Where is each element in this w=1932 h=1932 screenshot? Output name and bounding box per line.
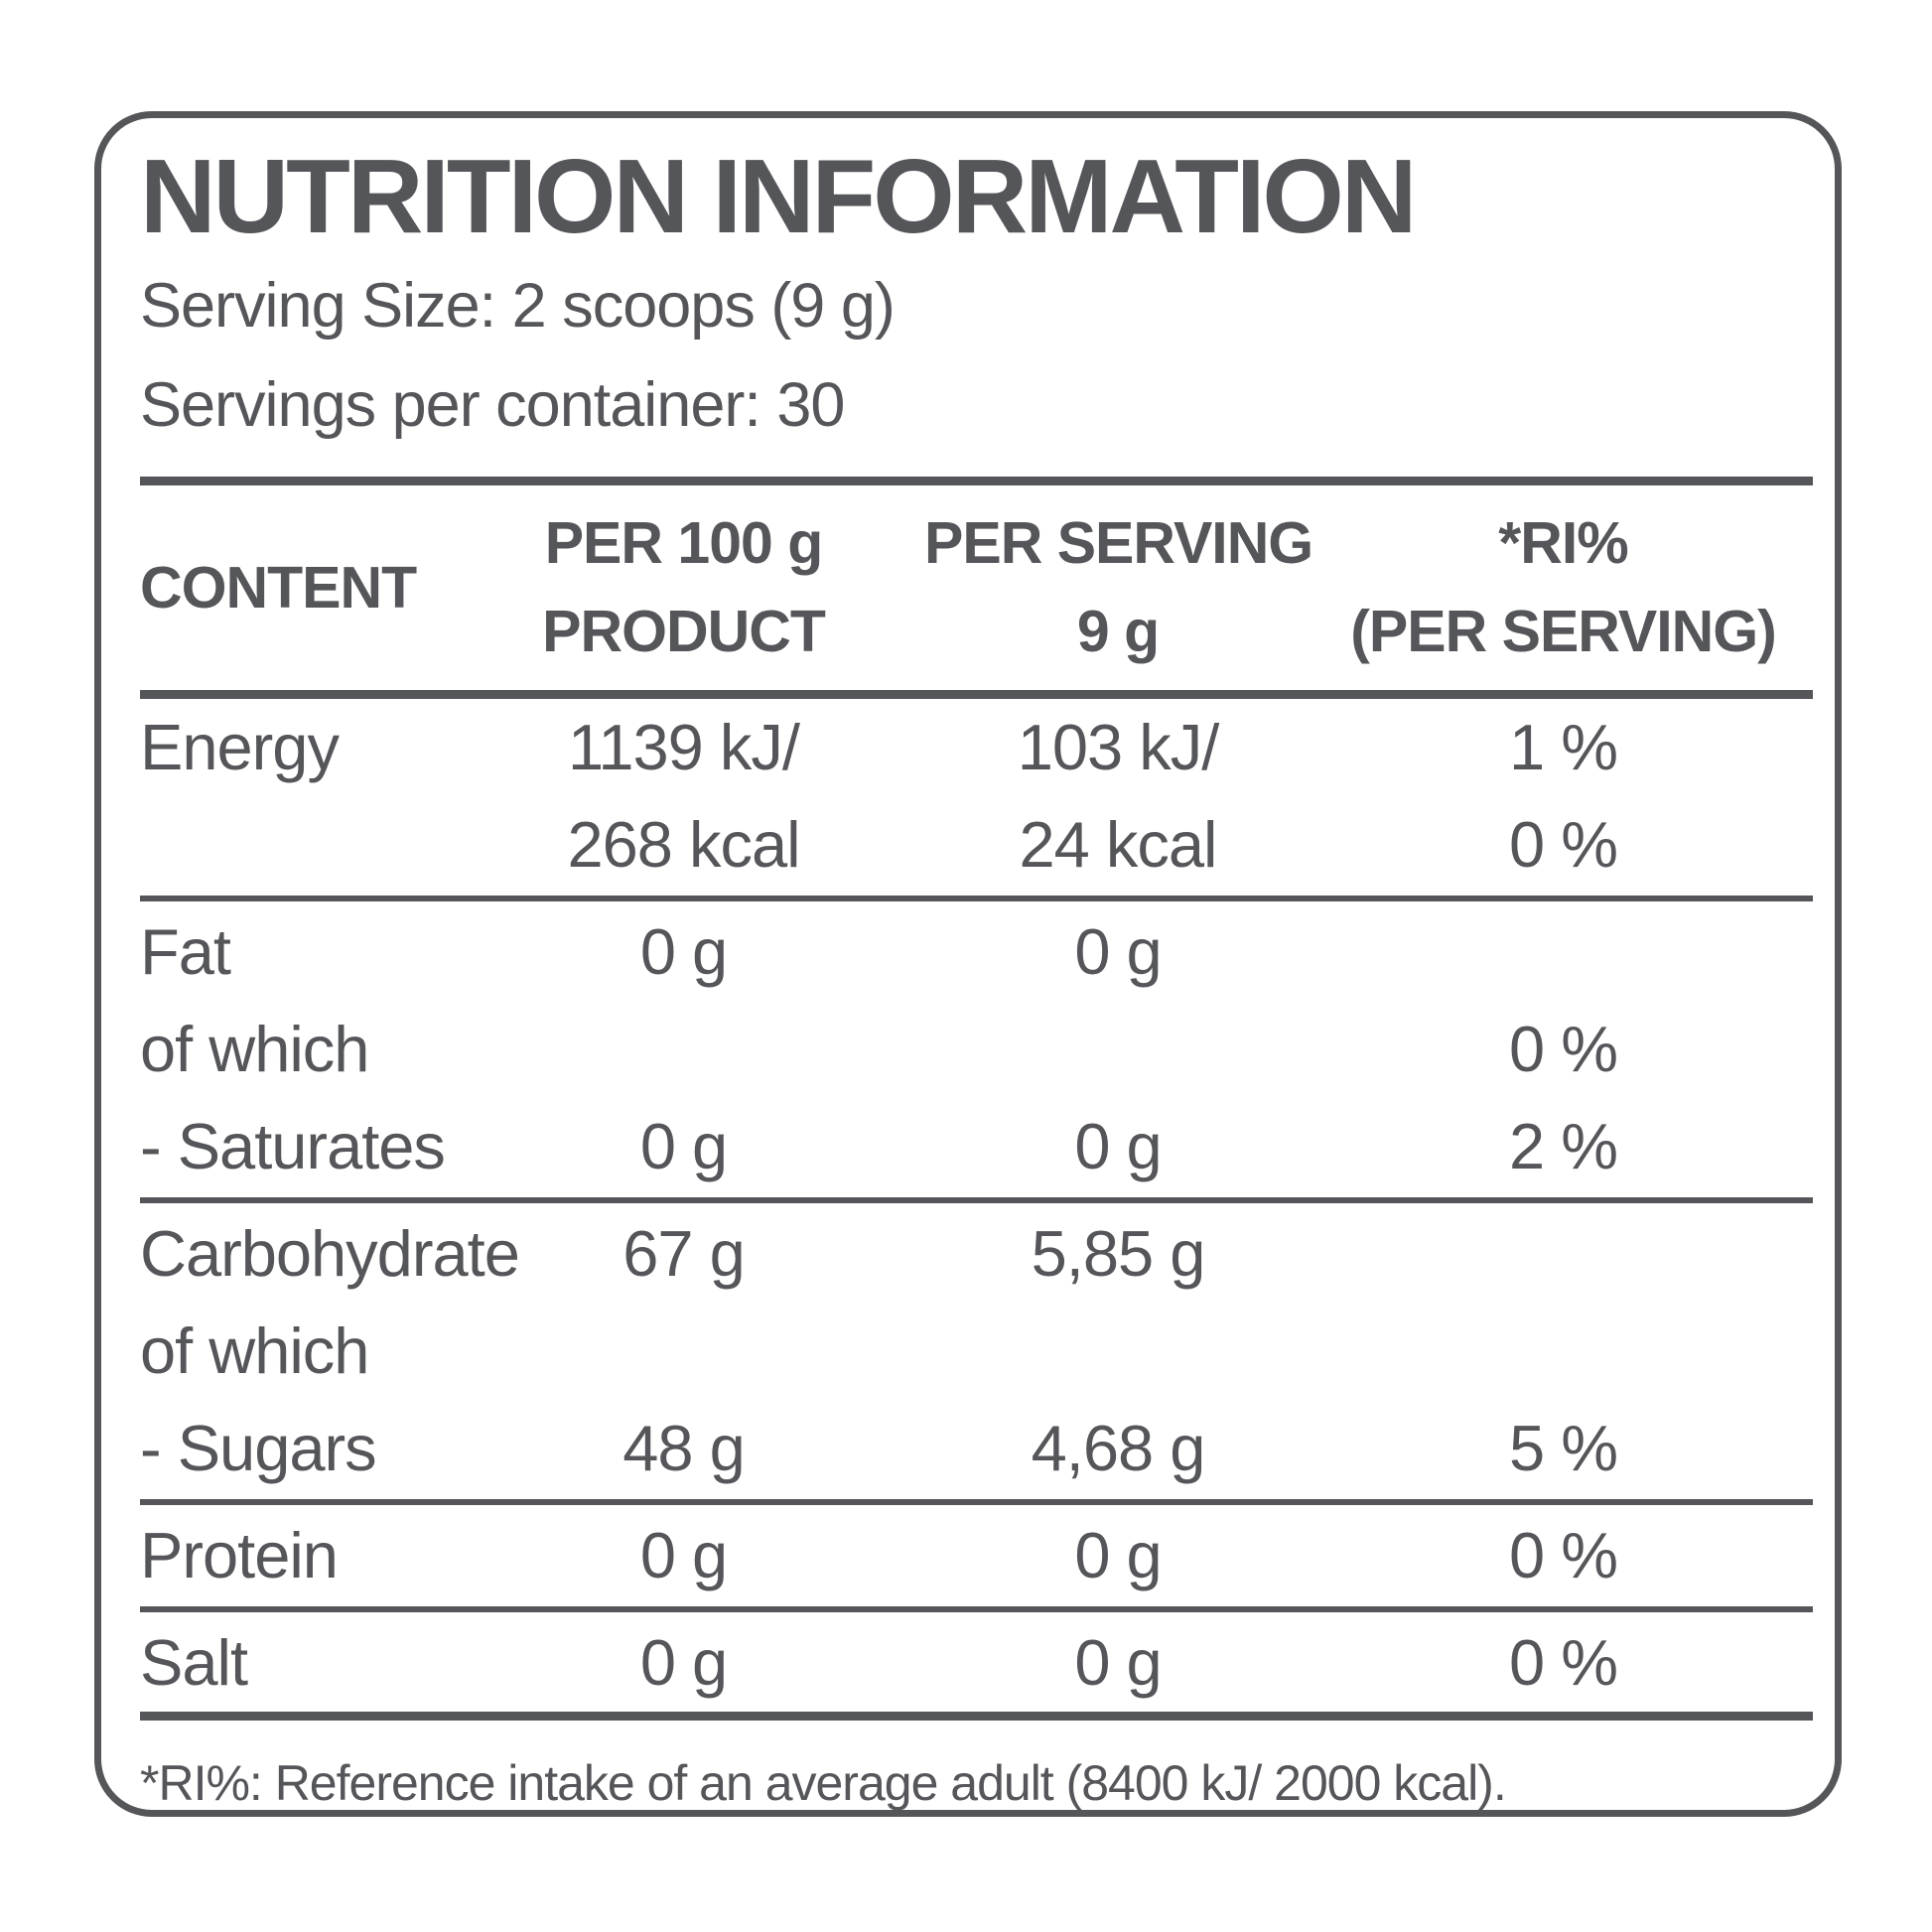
table-row-saturates: - Saturates 0 g 0 g 2 % <box>140 1110 1618 1183</box>
column-header-per-100g: PER 100 g PRODUCT <box>542 510 826 665</box>
divider-protein-salt <box>140 1606 1813 1613</box>
divider-saturates-carbohydrate <box>140 1197 1813 1204</box>
reference-intake-footnote: *RI%: Reference intake of an average adu… <box>140 1755 1507 1812</box>
divider-sugars-protein <box>140 1499 1813 1506</box>
column-header-content: CONTENT <box>140 555 417 621</box>
table-row-protein: Protein 0 g 0 g 0 % <box>140 1519 1618 1592</box>
table-row-fat: Fat 0 g 0 g <box>140 915 1163 989</box>
column-header-per-serving: PER SERVING 9 g <box>924 510 1313 665</box>
divider-bottom <box>140 1712 1813 1722</box>
servings-per-container-text: Servings per container: 30 <box>140 369 845 440</box>
divider-energy-fat <box>140 896 1813 902</box>
table-header-row: CONTENT PER 100 g PRODUCT PER SERVING 9 … <box>140 485 1813 690</box>
nutrition-label: NUTRITION INFORMATION Serving Size: 2 sc… <box>94 111 1842 1817</box>
table-row-energy: Energy 1139 kJ/ 103 kJ/ 1 % <box>140 711 1618 784</box>
table-row-carbohydrate-of-which: of which <box>140 1314 369 1388</box>
table-row-sugars: - Sugars 48 g 4,68 g 5 % <box>140 1412 1618 1485</box>
table-row-carbohydrate: Carbohydrate 67 g 5,85 g <box>140 1217 1205 1291</box>
divider-header <box>140 690 1813 700</box>
serving-size-text: Serving Size: 2 scoops (9 g) <box>140 271 896 342</box>
table-row-salt: Salt 0 g 0 g 0 % <box>140 1626 1618 1700</box>
page-title: NUTRITION INFORMATION <box>140 138 1417 255</box>
table-row-fat-of-which: of which 0 % <box>140 1013 1618 1086</box>
divider-top <box>140 477 1813 486</box>
column-header-ri-percent: *RI% (PER SERVING) <box>1350 510 1777 665</box>
table-row-energy-kcal: 268 kcal 24 kcal 0 % <box>567 808 1618 882</box>
